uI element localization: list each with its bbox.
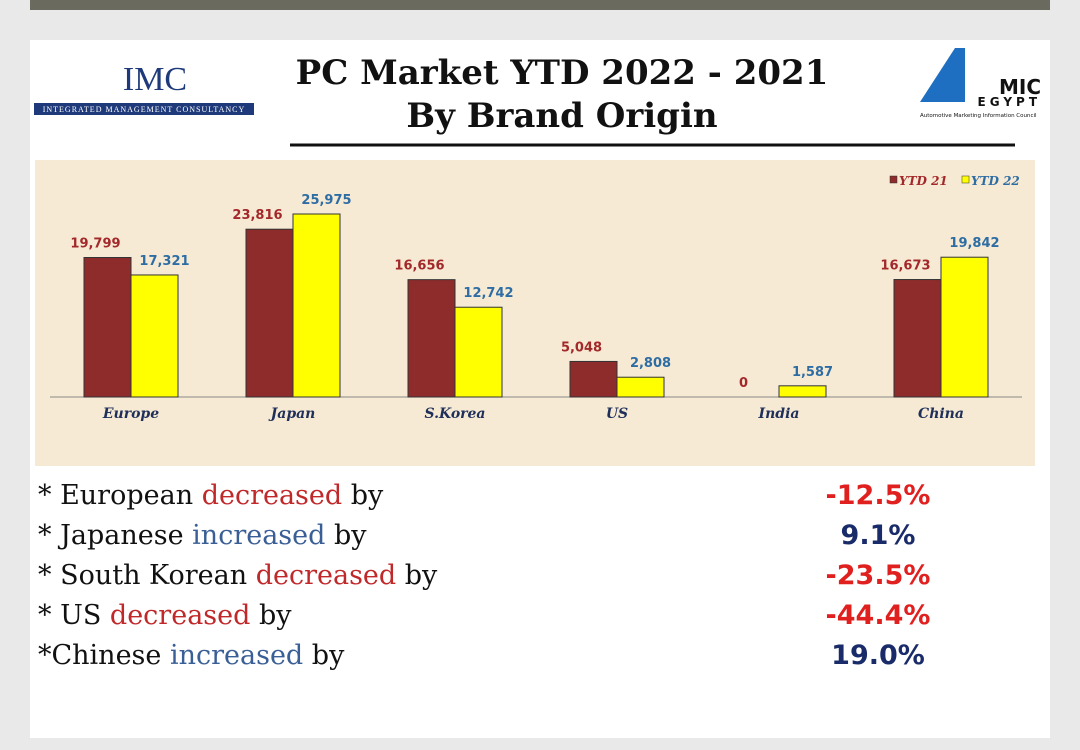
legend-swatch bbox=[889, 175, 898, 184]
statement-prefix: * South Korean bbox=[38, 560, 256, 591]
chart-layer: Europe 19,799 17,321 Japan 23,816 25,975 S.Kor… bbox=[70, 174, 1019, 422]
bar bbox=[83, 257, 132, 398]
logo-left-sub: Integrated Management Consultancy bbox=[43, 105, 246, 114]
top-strip bbox=[30, 0, 1050, 10]
change-value: 9.1% bbox=[841, 520, 916, 551]
statement-prefix: *Chinese bbox=[38, 640, 170, 671]
logo-a bbox=[920, 48, 965, 102]
change-value: 19.0% bbox=[831, 640, 925, 671]
logo-caption: Automotive Marketing Information Council bbox=[920, 113, 1037, 119]
statement-suffix: by bbox=[325, 520, 367, 551]
statement-prefix: * European bbox=[38, 480, 202, 511]
plot-background bbox=[35, 160, 1035, 466]
x-tick-label: Europe bbox=[102, 406, 159, 422]
statement-verb: increased bbox=[170, 640, 303, 671]
statement-prefix: * US bbox=[38, 600, 110, 631]
logo-left: IMC bbox=[123, 61, 187, 98]
logo-bar bbox=[34, 103, 254, 115]
logo-right-sub: EGYPT bbox=[978, 95, 1041, 109]
bar bbox=[616, 376, 665, 398]
bar bbox=[245, 228, 294, 398]
data-label: 12,742 bbox=[463, 286, 513, 301]
statement-suffix: by bbox=[303, 640, 345, 671]
statement: * South Korean decreased by bbox=[38, 560, 438, 591]
data-label: 19,799 bbox=[70, 237, 120, 252]
data-label: 23,816 bbox=[232, 208, 282, 223]
statement-verb: decreased bbox=[202, 480, 342, 511]
statement-verb: decreased bbox=[110, 600, 250, 631]
statement-suffix: by bbox=[342, 480, 384, 511]
change-value: -23.5% bbox=[826, 560, 931, 591]
bar bbox=[454, 306, 503, 398]
data-label: 25,975 bbox=[301, 193, 351, 208]
statement: * European decreased by bbox=[38, 480, 384, 511]
bar bbox=[893, 279, 942, 398]
bar bbox=[940, 256, 989, 398]
statement-suffix: by bbox=[396, 560, 438, 591]
bar bbox=[130, 274, 179, 398]
statement: * Japanese increased by bbox=[38, 520, 367, 551]
statements: * European decreased by -12.5% * Japanese … bbox=[38, 480, 930, 671]
change-value: -44.4% bbox=[826, 600, 931, 631]
x-tick-label: China bbox=[918, 406, 964, 422]
change-value: -12.5% bbox=[826, 480, 931, 511]
x-tick-label: India bbox=[758, 406, 800, 422]
bar bbox=[778, 385, 827, 398]
x-tick-label: Japan bbox=[268, 406, 316, 422]
statement-verb: decreased bbox=[256, 560, 396, 591]
legend-label: YTD 21 bbox=[899, 174, 948, 188]
data-label: 2,808 bbox=[630, 356, 671, 371]
statement-suffix: by bbox=[250, 600, 292, 631]
data-label: 16,656 bbox=[394, 259, 444, 274]
bar bbox=[569, 360, 618, 398]
legend-label: YTD 22 bbox=[971, 174, 1020, 188]
data-label: 19,842 bbox=[949, 236, 999, 251]
statement: *Chinese increased by bbox=[38, 640, 345, 671]
data-label: 1,587 bbox=[792, 365, 833, 380]
statement: * US decreased by bbox=[38, 600, 292, 631]
chart-subtitle: By Brand Origin bbox=[406, 96, 717, 136]
bar bbox=[407, 279, 456, 398]
x-tick-label: US bbox=[606, 406, 628, 422]
x-tick-label: S.Korea bbox=[424, 406, 485, 422]
legend-swatch bbox=[961, 175, 970, 184]
data-label: 0 bbox=[739, 376, 748, 391]
data-label: 16,673 bbox=[880, 259, 930, 274]
statement-prefix: * Japanese bbox=[38, 520, 192, 551]
logo-right: MIC bbox=[999, 75, 1041, 99]
chart-title: PC Market YTD 2022 - 2021 bbox=[296, 53, 829, 93]
data-label: 5,048 bbox=[561, 340, 602, 355]
statement-verb: increased bbox=[192, 520, 325, 551]
data-label: 17,321 bbox=[139, 254, 189, 269]
bar bbox=[292, 213, 341, 398]
